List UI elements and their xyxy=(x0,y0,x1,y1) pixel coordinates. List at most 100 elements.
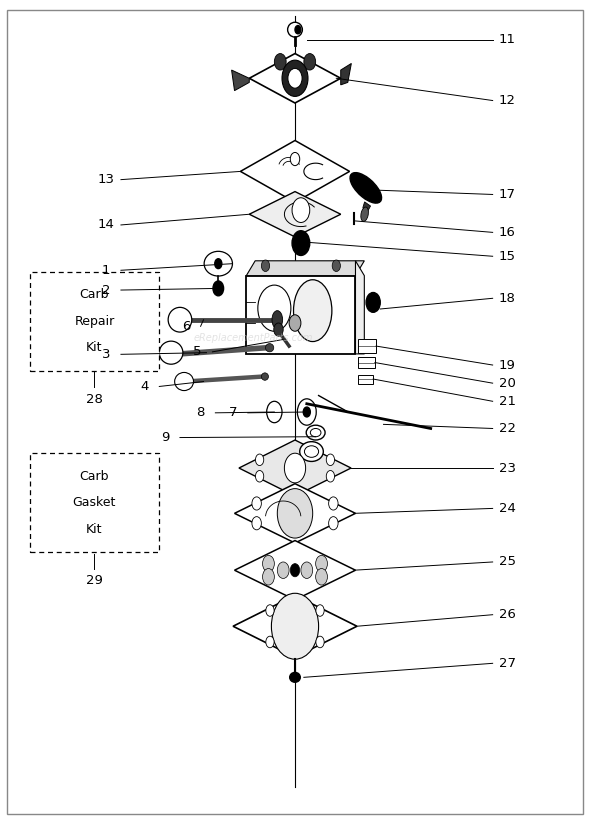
Text: 22: 22 xyxy=(499,422,516,435)
Ellipse shape xyxy=(310,428,321,437)
Circle shape xyxy=(366,293,380,312)
Bar xyxy=(359,339,376,353)
Circle shape xyxy=(303,407,310,417)
Ellipse shape xyxy=(350,173,382,203)
Circle shape xyxy=(255,454,264,466)
Polygon shape xyxy=(249,54,341,103)
Circle shape xyxy=(213,281,224,296)
Text: 3: 3 xyxy=(102,348,110,361)
Text: 23: 23 xyxy=(499,461,516,475)
Text: Gasket: Gasket xyxy=(73,496,116,509)
Ellipse shape xyxy=(290,672,300,682)
Text: 27: 27 xyxy=(499,657,516,670)
Circle shape xyxy=(263,569,274,585)
Text: Carb: Carb xyxy=(80,288,109,302)
Circle shape xyxy=(292,198,310,222)
Text: Kit: Kit xyxy=(86,522,103,536)
Text: 26: 26 xyxy=(499,608,516,621)
Polygon shape xyxy=(239,440,351,496)
Polygon shape xyxy=(231,70,249,91)
Text: 9: 9 xyxy=(161,431,169,444)
Polygon shape xyxy=(235,541,355,600)
Circle shape xyxy=(277,562,289,578)
Circle shape xyxy=(284,453,306,483)
Circle shape xyxy=(326,454,335,466)
Text: 25: 25 xyxy=(499,555,516,569)
Circle shape xyxy=(289,315,301,331)
Text: 16: 16 xyxy=(499,226,516,239)
Text: 19: 19 xyxy=(499,358,516,372)
Ellipse shape xyxy=(168,307,192,332)
Circle shape xyxy=(252,517,261,530)
Text: Carb: Carb xyxy=(80,470,109,483)
Circle shape xyxy=(329,517,338,530)
Text: 7: 7 xyxy=(229,406,237,419)
Circle shape xyxy=(292,231,310,255)
Polygon shape xyxy=(363,202,371,213)
Text: 6: 6 xyxy=(182,320,190,333)
Bar xyxy=(30,272,159,371)
Text: 28: 28 xyxy=(86,393,103,406)
Circle shape xyxy=(316,605,324,616)
Ellipse shape xyxy=(261,372,268,381)
Text: 15: 15 xyxy=(499,250,516,263)
Text: 8: 8 xyxy=(196,406,205,419)
Text: 18: 18 xyxy=(499,292,516,305)
Circle shape xyxy=(304,54,316,70)
Ellipse shape xyxy=(288,22,302,37)
Text: 14: 14 xyxy=(98,218,114,232)
Circle shape xyxy=(252,497,261,510)
Text: 24: 24 xyxy=(499,502,516,515)
Text: Repair: Repair xyxy=(74,315,114,328)
Ellipse shape xyxy=(306,425,325,440)
Circle shape xyxy=(266,636,274,648)
Ellipse shape xyxy=(159,341,183,364)
Circle shape xyxy=(290,152,300,166)
Circle shape xyxy=(288,68,302,88)
Polygon shape xyxy=(355,261,365,354)
Polygon shape xyxy=(249,192,341,237)
Ellipse shape xyxy=(293,280,332,342)
Circle shape xyxy=(274,323,283,336)
Ellipse shape xyxy=(361,207,368,222)
Text: 2: 2 xyxy=(102,283,110,297)
Text: 1: 1 xyxy=(102,264,110,277)
Circle shape xyxy=(215,259,222,269)
Ellipse shape xyxy=(272,311,283,329)
Ellipse shape xyxy=(266,344,274,352)
Circle shape xyxy=(329,497,338,510)
Bar xyxy=(359,374,373,384)
Ellipse shape xyxy=(175,372,194,391)
Circle shape xyxy=(263,555,274,572)
Circle shape xyxy=(282,60,308,96)
Circle shape xyxy=(316,569,327,585)
Polygon shape xyxy=(341,63,352,85)
Polygon shape xyxy=(247,261,365,276)
Bar xyxy=(247,276,355,354)
Ellipse shape xyxy=(300,442,323,461)
Circle shape xyxy=(267,401,282,423)
Circle shape xyxy=(266,605,274,616)
Text: 4: 4 xyxy=(140,380,149,393)
Text: 11: 11 xyxy=(499,33,516,46)
Circle shape xyxy=(301,562,313,578)
Bar xyxy=(30,453,159,552)
Text: eReplacementParts.com: eReplacementParts.com xyxy=(194,333,313,343)
Text: 12: 12 xyxy=(499,94,516,107)
Circle shape xyxy=(316,555,327,572)
Bar xyxy=(359,358,375,368)
Polygon shape xyxy=(233,596,357,658)
Text: 13: 13 xyxy=(98,173,114,186)
Circle shape xyxy=(316,636,324,648)
Circle shape xyxy=(290,564,300,577)
Circle shape xyxy=(261,260,270,272)
Circle shape xyxy=(332,260,340,272)
Text: Kit: Kit xyxy=(86,341,103,354)
Polygon shape xyxy=(235,484,355,543)
Circle shape xyxy=(297,399,316,425)
Ellipse shape xyxy=(204,251,232,276)
Circle shape xyxy=(255,471,264,482)
Circle shape xyxy=(277,489,313,538)
Text: 17: 17 xyxy=(499,188,516,201)
Ellipse shape xyxy=(304,446,319,457)
